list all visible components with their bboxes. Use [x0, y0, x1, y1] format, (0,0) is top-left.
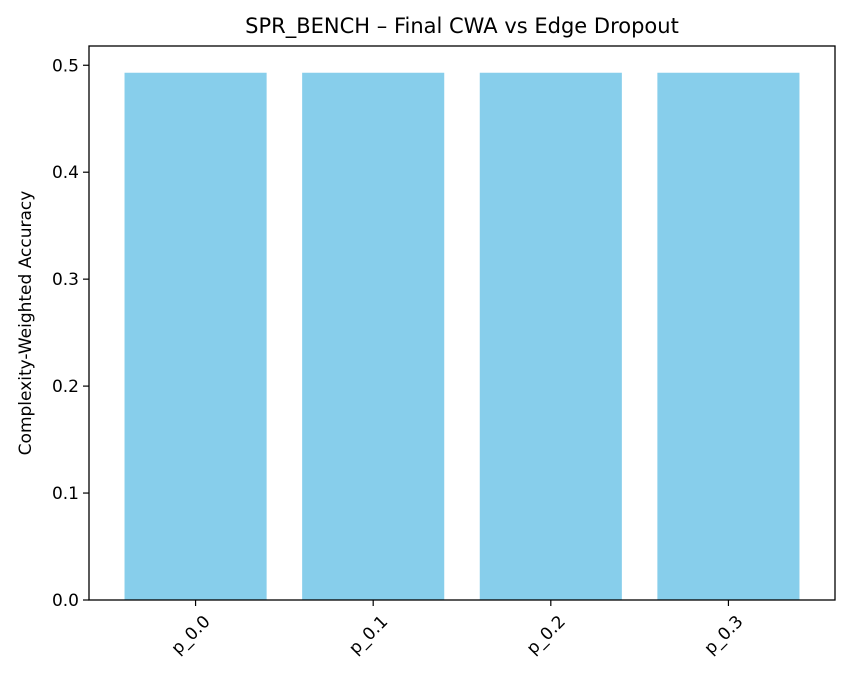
y-tick-label: 0.5 — [52, 56, 79, 76]
chart-title: SPR_BENCH – Final CWA vs Edge Dropout — [245, 14, 679, 39]
y-tick-label: 0.1 — [52, 484, 79, 504]
y-tick-label: 0.3 — [52, 270, 79, 290]
y-axis-label: Complexity-Weighted Accuracy — [16, 191, 36, 456]
y-axis-ticks: 0.0 0.1 0.2 0.3 0.4 0.5 — [52, 56, 89, 611]
y-tick-label: 0.4 — [52, 163, 79, 183]
bar-p_0.3 — [657, 72, 800, 601]
bar-p_0.2 — [479, 72, 622, 601]
bar-p_0.1 — [302, 72, 445, 601]
y-tick-label: 0.2 — [52, 377, 79, 397]
x-tick-label: p_0.0 — [168, 612, 215, 659]
bar-p_0.0 — [124, 72, 267, 601]
y-tick-label: 0.0 — [52, 591, 79, 611]
x-axis-ticks: p_0.0 p_0.1 p_0.2 p_0.3 — [168, 600, 747, 659]
x-tick-label: p_0.2 — [523, 612, 570, 659]
bars-group — [124, 72, 800, 601]
plot-frame — [88, 45, 836, 601]
x-tick-label: p_0.3 — [700, 612, 747, 659]
x-tick-label: p_0.1 — [345, 612, 392, 659]
